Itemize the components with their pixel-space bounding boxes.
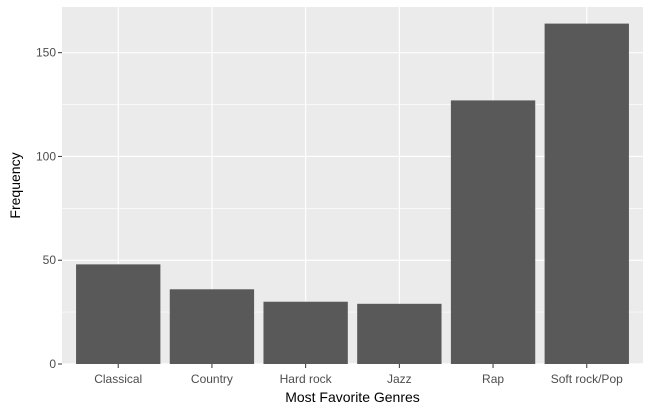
y-tick-label: 50 <box>43 253 57 267</box>
x-tick-label: Rap <box>482 372 504 386</box>
x-axis-title: Most Favorite Genres <box>285 389 420 405</box>
x-tick-label: Hard rock <box>280 372 333 386</box>
y-tick-label: 100 <box>36 149 56 163</box>
y-axis-title: Frequency <box>7 152 23 218</box>
bar-classical <box>76 264 161 364</box>
x-tick-label: Jazz <box>387 372 412 386</box>
bar-soft-rock-pop <box>544 23 629 365</box>
bar-hard-rock <box>263 301 348 364</box>
x-tick-label: Classical <box>94 372 142 386</box>
bar-rap <box>450 100 536 365</box>
bar-jazz <box>357 303 442 364</box>
bar-country <box>169 289 255 364</box>
y-axis: 0 50 100 150 <box>36 46 62 371</box>
y-tick-label: 150 <box>36 46 56 60</box>
x-tick-label: Country <box>191 372 233 386</box>
y-tick-label: 0 <box>49 357 56 371</box>
x-axis: Classical Country Hard rock Jazz Rap Soft roc… <box>94 364 623 386</box>
bars <box>76 23 629 365</box>
x-tick-label: Soft rock/Pop <box>551 372 623 386</box>
